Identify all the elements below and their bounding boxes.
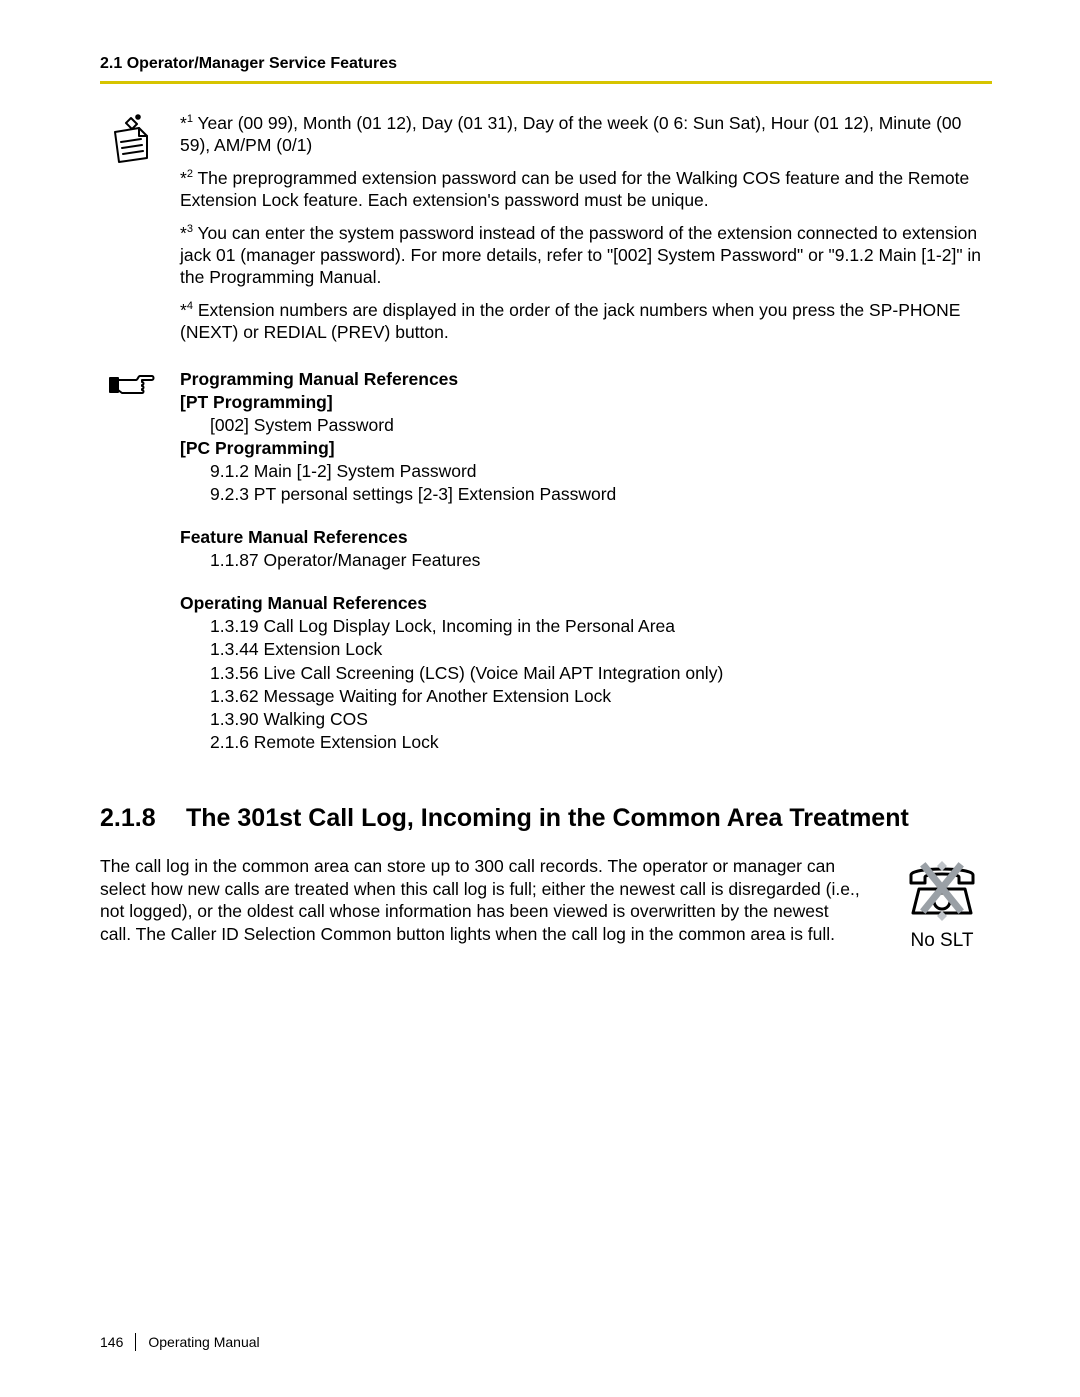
operating-references: Operating Manual References 1.3.19 Call … [180,592,992,754]
ref-heading: Programming Manual References [180,368,992,391]
ref-item: 1.3.90 Walking COS [180,708,992,731]
ref-subheading: [PT Programming] [180,391,992,414]
section-body-row: The call log in the common area can stor… [100,855,992,952]
section-heading: 2.1.8 The 301st Call Log, Incoming in th… [100,804,992,834]
section-body-text: The call log in the common area can stor… [100,855,862,945]
page-footer: 146 Operating Manual [100,1333,260,1351]
ref-item: 9.1.2 Main [1-2] System Password [180,460,992,483]
note-item: *3 You can enter the system password ins… [180,222,982,289]
no-slt-phone-icon [903,861,981,921]
pointing-hand-icon [108,368,156,774]
footer-separator [135,1333,136,1351]
ref-item: 9.2.3 PT personal settings [2-3] Extensi… [180,483,992,506]
notes-content: *1 Year (00 99), Month (01 12), Day (01 … [180,112,982,344]
header-section-label: 2.1 Operator/Manager Service Features [100,55,992,73]
notes-block: *1 Year (00 99), Month (01 12), Day (01 … [100,112,992,344]
note-item: *4 Extension numbers are displayed in th… [180,299,982,344]
ref-item: 1.3.19 Call Log Display Lock, Incoming i… [180,615,992,638]
document-page: 2.1 Operator/Manager Service Features *1… [0,0,1080,1397]
section-title: The 301st Call Log, Incoming in the Comm… [186,804,992,834]
section-number: 2.1.8 [100,804,186,834]
references-block: Programming Manual References [PT Progra… [100,368,992,774]
footer-manual-name: Operating Manual [148,1334,259,1350]
note-item: *1 Year (00 99), Month (01 12), Day (01 … [180,112,982,157]
feature-references: Feature Manual References 1.1.87 Operato… [180,526,992,572]
ref-subheading: [PC Programming] [180,437,992,460]
ref-item: 1.1.87 Operator/Manager Features [180,549,992,572]
ref-item: 1.3.44 Extension Lock [180,638,992,661]
references-content: Programming Manual References [PT Progra… [180,368,992,774]
ref-heading: Feature Manual References [180,526,992,549]
ref-item: 1.3.62 Message Waiting for Another Exten… [180,685,992,708]
programming-references: Programming Manual References [PT Progra… [180,368,992,507]
ref-heading: Operating Manual References [180,592,992,615]
note-icon [108,112,156,344]
note-item: *2 The preprogrammed extension password … [180,167,982,212]
no-slt-label: No SLT [892,930,992,952]
ref-item: [002] System Password [180,414,992,437]
phone-aside: No SLT [892,855,992,952]
header-rule [100,81,992,84]
ref-item: 2.1.6 Remote Extension Lock [180,731,992,754]
page-number: 146 [100,1334,135,1350]
ref-item: 1.3.56 Live Call Screening (LCS) (Voice … [180,662,992,685]
